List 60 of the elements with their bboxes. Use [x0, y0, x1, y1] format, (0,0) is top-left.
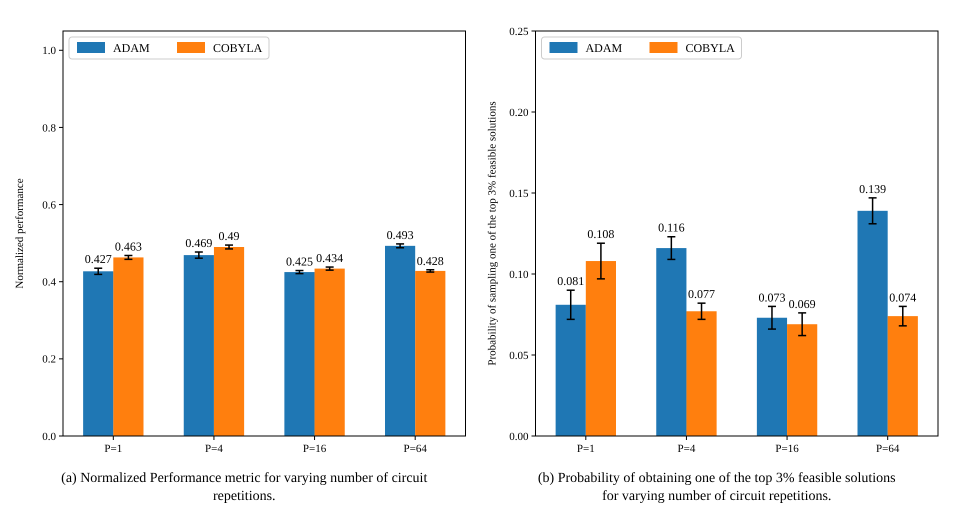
text: (a) Normalized Performance metric for varying number of circuit repetitions.	[61, 471, 428, 504]
x-tick-label: P=1	[576, 443, 595, 455]
y-tick-label: 0.05	[509, 350, 529, 362]
bar	[888, 316, 918, 436]
x-tick-label: P=4	[205, 443, 224, 455]
bar	[787, 324, 818, 436]
bar	[184, 255, 214, 436]
y-tick-label: 1.0	[42, 45, 56, 58]
y-tick-label: 0.8	[42, 122, 56, 134]
x-tick-label: P=64	[876, 443, 900, 455]
y-tick-label: 0.20	[509, 106, 529, 119]
bar	[686, 311, 717, 436]
y-axis-title: Probability of sampling one of the top 3% feasible solutions	[486, 101, 498, 366]
data-label: 0.49	[218, 229, 240, 244]
bar	[83, 271, 114, 436]
text: (b) Probability of obtaining one of the top 3% feasible solutions for varying number of circuit repetitions.	[538, 471, 896, 504]
data-label: 0.463	[114, 239, 142, 254]
y-tick-label: 0.25	[509, 26, 529, 38]
x-tick-label: P=64	[404, 443, 428, 455]
bar	[113, 257, 144, 436]
y-tick-label: 0.00	[509, 430, 529, 443]
bar	[415, 270, 446, 436]
legend-label: ADAM	[586, 41, 622, 55]
bar	[756, 318, 788, 436]
data-label: 0.077	[688, 287, 716, 302]
x-tick-label: P=16	[302, 443, 327, 455]
y-axis-title: Normalized performance	[14, 178, 26, 289]
legend-label: ADAM	[113, 41, 150, 55]
bar	[385, 246, 416, 436]
data-label: 0.428	[416, 254, 444, 268]
data-label: 0.425	[286, 254, 313, 269]
bar	[656, 248, 686, 436]
data-label: 0.081	[557, 274, 584, 288]
y-tick-label: 0.6	[42, 199, 56, 212]
bar	[586, 261, 616, 436]
bar	[556, 304, 586, 436]
data-label: 0.434	[316, 251, 344, 266]
y-tick-label: 0.4	[42, 276, 56, 289]
bar	[284, 272, 315, 436]
data-label: 0.069	[788, 296, 816, 311]
bar	[314, 268, 345, 436]
data-label: 0.074	[889, 290, 916, 304]
data-label: 0.493	[386, 228, 414, 242]
legend-label: COBYLA	[686, 41, 736, 55]
data-label: 0.139	[859, 182, 886, 196]
y-tick-label: 0.10	[509, 268, 529, 281]
data-label: 0.073	[758, 290, 786, 304]
data-label: 0.427	[84, 252, 112, 266]
bar	[214, 247, 244, 436]
data-label: 0.469	[185, 236, 212, 250]
x-tick-label: P=16	[775, 443, 800, 455]
y-tick-label: 0.2	[42, 354, 56, 366]
data-label: 0.108	[587, 227, 614, 242]
bar	[858, 210, 888, 436]
legend-label: COBYLA	[213, 41, 263, 55]
y-tick-label: 0.0	[42, 430, 56, 443]
x-tick-label: P=4	[678, 443, 696, 455]
data-label: 0.116	[658, 220, 685, 235]
y-tick-label: 0.15	[509, 188, 529, 200]
x-tick-label: P=1	[104, 443, 122, 455]
